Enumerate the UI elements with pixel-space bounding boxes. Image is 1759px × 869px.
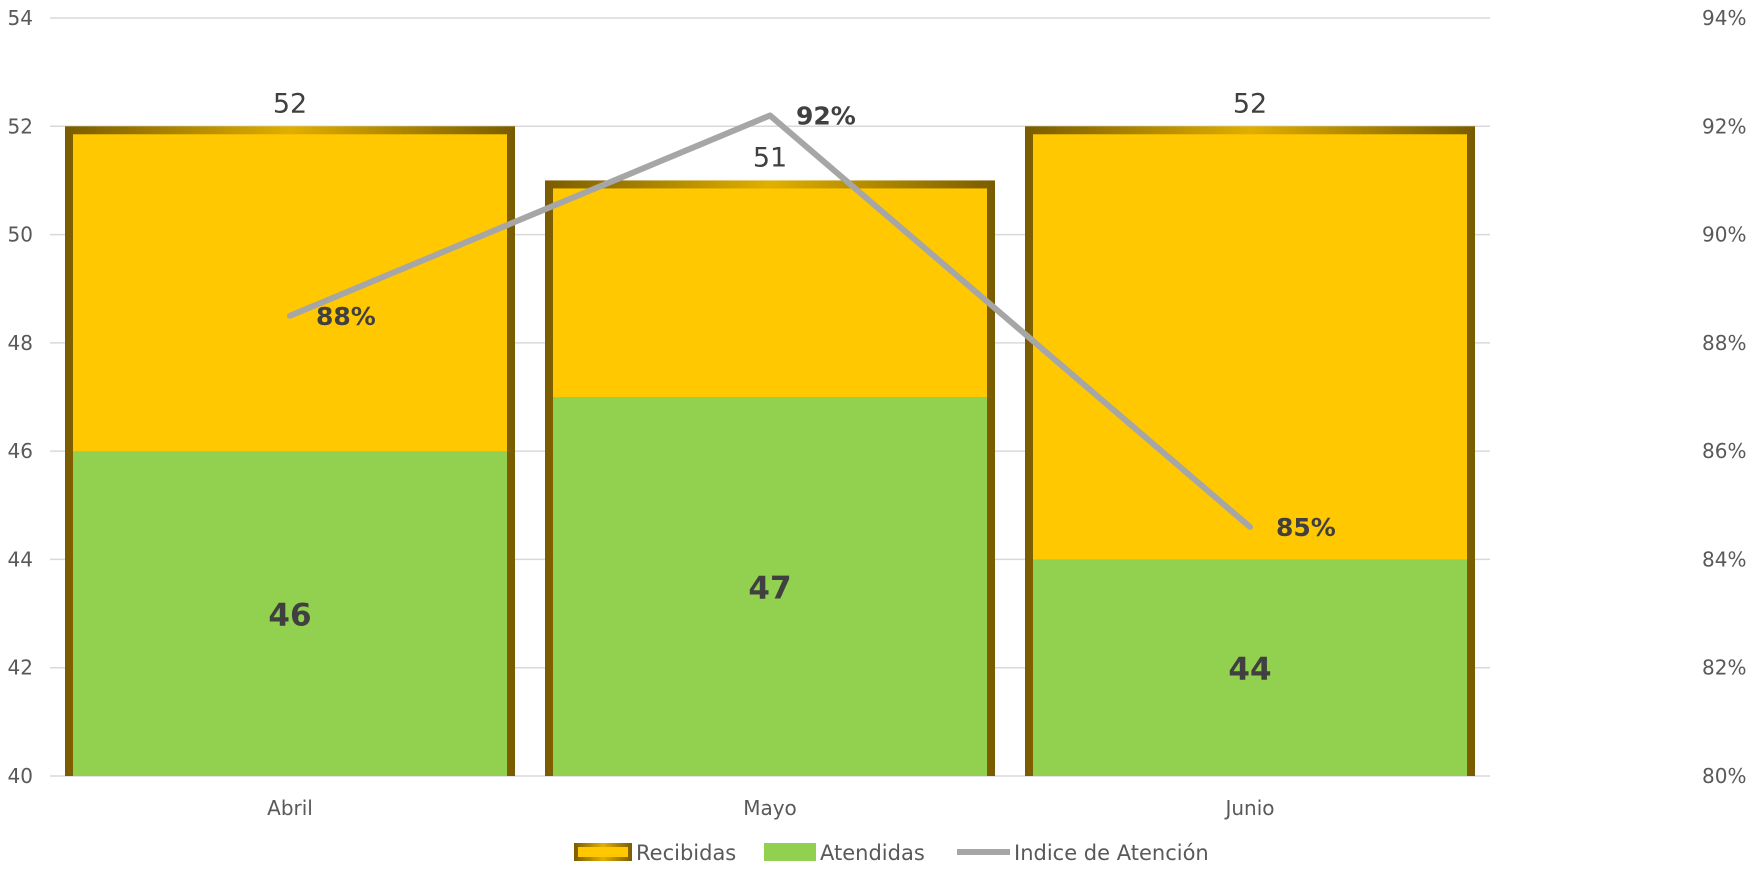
y-right-tick-label: 94% xyxy=(1702,6,1746,30)
y-right-tick-label: 92% xyxy=(1702,114,1746,138)
x-tick-label: Junio xyxy=(1223,796,1274,820)
label-recibidas: 52 xyxy=(273,88,307,119)
legend-swatch-recibidas-face xyxy=(578,847,628,857)
y-left-tick-label: 54 xyxy=(8,6,33,30)
x-tick-label: Abril xyxy=(267,796,313,820)
label-indice-atencion: 92% xyxy=(796,101,856,130)
y-right-tick-label: 80% xyxy=(1702,764,1746,788)
label-recibidas: 52 xyxy=(1233,88,1267,119)
legend-label-atendidas: Atendidas xyxy=(820,841,925,865)
y-right-tick-label: 88% xyxy=(1702,331,1746,355)
label-atendidas: 46 xyxy=(268,598,311,634)
point-indice-atencion xyxy=(769,114,771,117)
y-left-tick-label: 48 xyxy=(8,331,33,355)
label-atendidas: 47 xyxy=(748,571,791,607)
y-right-tick-label: 82% xyxy=(1702,656,1746,680)
legend: Recibidas Atendidas Indice de Atención xyxy=(574,841,1209,865)
x-tick-label: Mayo xyxy=(743,796,797,820)
label-atendidas: 44 xyxy=(1228,652,1271,688)
bar-atendidas xyxy=(553,397,987,776)
y-right-tick-label: 90% xyxy=(1702,223,1746,247)
y-left-tick-label: 40 xyxy=(8,764,33,788)
legend-label-indice: Indice de Atención xyxy=(1014,841,1209,865)
point-indice-atencion xyxy=(289,314,291,317)
y-left-tick-label: 52 xyxy=(8,114,33,138)
label-recibidas: 51 xyxy=(753,142,787,173)
bar-atendidas xyxy=(73,451,507,776)
y-right-tick-label: 84% xyxy=(1702,547,1746,571)
legend-swatch-atendidas xyxy=(764,843,816,861)
y-left-tick-label: 42 xyxy=(8,656,33,680)
label-indice-atencion: 85% xyxy=(1276,513,1336,542)
label-indice-atencion: 88% xyxy=(316,302,376,331)
y-left-tick-label: 44 xyxy=(8,547,33,571)
y-left-tick-label: 50 xyxy=(8,223,33,247)
y-right-tick-label: 86% xyxy=(1702,439,1746,463)
bar-atendidas xyxy=(1033,559,1467,776)
legend-label-recibidas: Recibidas xyxy=(636,841,736,865)
y-left-tick-label: 46 xyxy=(8,439,33,463)
point-indice-atencion xyxy=(1249,525,1251,528)
